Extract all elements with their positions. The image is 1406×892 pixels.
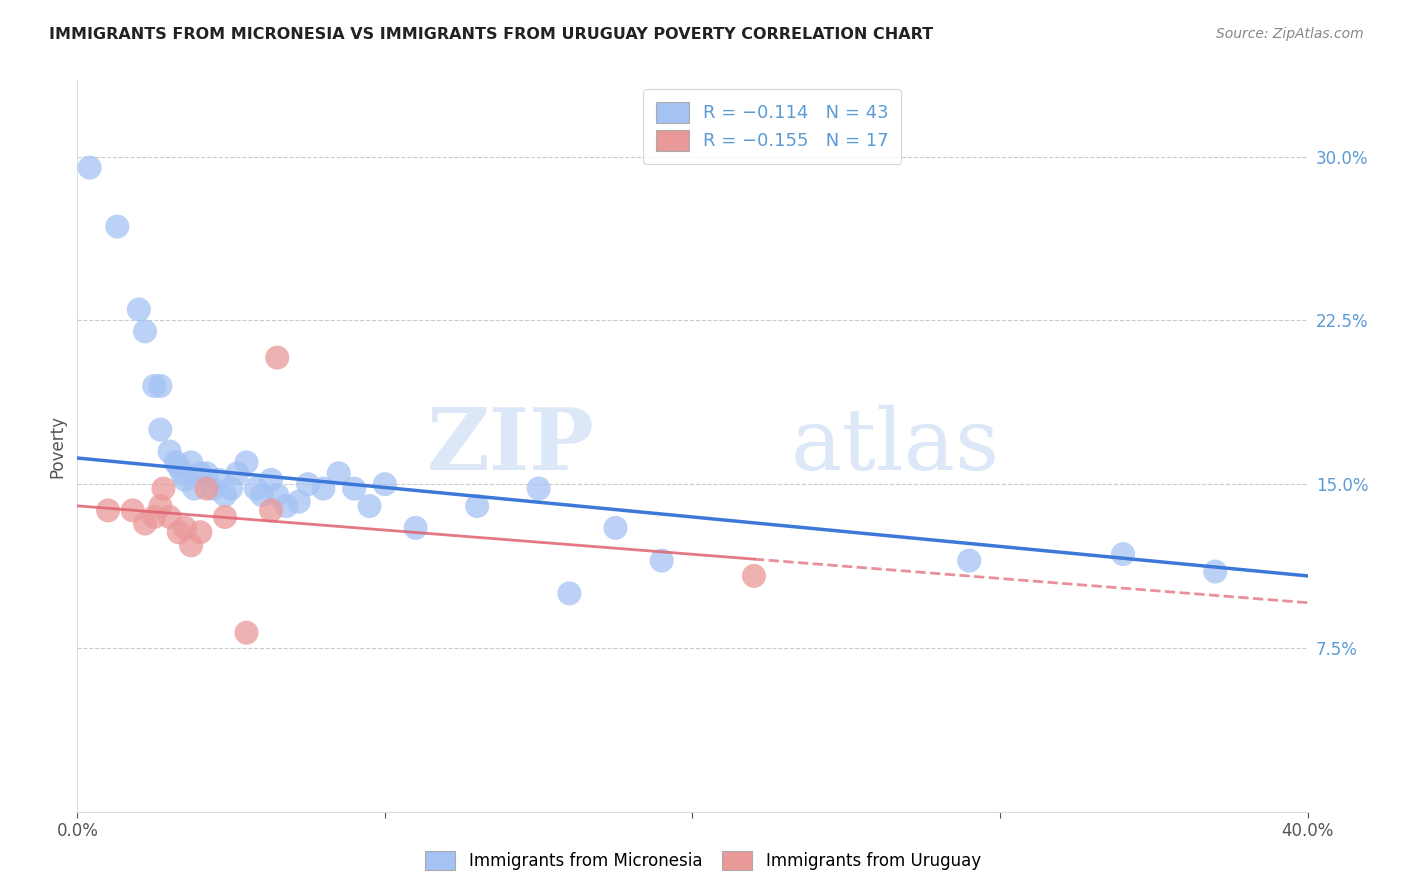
Point: [214, 488, 236, 502]
Point: [288, 494, 311, 508]
Point: [266, 351, 288, 365]
Point: [527, 482, 550, 496]
Point: [180, 538, 202, 552]
Y-axis label: Poverty: Poverty: [48, 415, 66, 477]
Point: [235, 625, 257, 640]
Point: [957, 554, 980, 568]
Point: [405, 521, 427, 535]
Point: [167, 525, 190, 540]
Point: [260, 503, 283, 517]
Point: [167, 459, 190, 474]
Text: ZIP: ZIP: [426, 404, 595, 488]
Point: [159, 510, 181, 524]
Point: [214, 510, 236, 524]
Point: [359, 499, 381, 513]
Legend: Immigrants from Micronesia, Immigrants from Uruguay: Immigrants from Micronesia, Immigrants f…: [419, 844, 987, 877]
Text: atlas: atlas: [792, 404, 1000, 488]
Point: [276, 499, 298, 513]
Point: [312, 482, 335, 496]
Point: [195, 467, 218, 481]
Point: [201, 482, 224, 496]
Point: [159, 444, 181, 458]
Point: [170, 467, 193, 481]
Point: [266, 488, 288, 502]
Point: [328, 467, 350, 481]
Point: [128, 302, 150, 317]
Point: [374, 477, 396, 491]
Point: [558, 586, 581, 600]
Point: [250, 488, 273, 502]
Point: [149, 499, 172, 513]
Point: [226, 467, 249, 481]
Point: [245, 482, 267, 496]
Point: [605, 521, 627, 535]
Point: [149, 423, 172, 437]
Point: [134, 324, 156, 338]
Point: [97, 503, 120, 517]
Point: [343, 482, 366, 496]
Text: Source: ZipAtlas.com: Source: ZipAtlas.com: [1216, 27, 1364, 41]
Point: [79, 161, 101, 175]
Point: [188, 467, 212, 481]
Point: [219, 482, 242, 496]
Text: IMMIGRANTS FROM MICRONESIA VS IMMIGRANTS FROM URUGUAY POVERTY CORRELATION CHART: IMMIGRANTS FROM MICRONESIA VS IMMIGRANTS…: [49, 27, 934, 42]
Point: [195, 482, 218, 496]
Point: [180, 455, 202, 469]
Point: [651, 554, 673, 568]
Point: [143, 379, 166, 393]
Point: [742, 569, 765, 583]
Point: [1112, 547, 1135, 561]
Point: [188, 525, 212, 540]
Point: [121, 503, 143, 517]
Point: [174, 473, 197, 487]
Point: [105, 219, 128, 234]
Point: [134, 516, 156, 531]
Point: [1204, 565, 1226, 579]
Legend: R = −0.114   N = 43, R = −0.155   N = 17: R = −0.114 N = 43, R = −0.155 N = 17: [644, 89, 901, 163]
Point: [260, 473, 283, 487]
Point: [235, 455, 257, 469]
Point: [297, 477, 319, 491]
Point: [143, 510, 166, 524]
Point: [465, 499, 488, 513]
Point: [152, 482, 174, 496]
Point: [149, 379, 172, 393]
Point: [183, 482, 205, 496]
Point: [208, 473, 231, 487]
Point: [174, 521, 197, 535]
Point: [165, 455, 187, 469]
